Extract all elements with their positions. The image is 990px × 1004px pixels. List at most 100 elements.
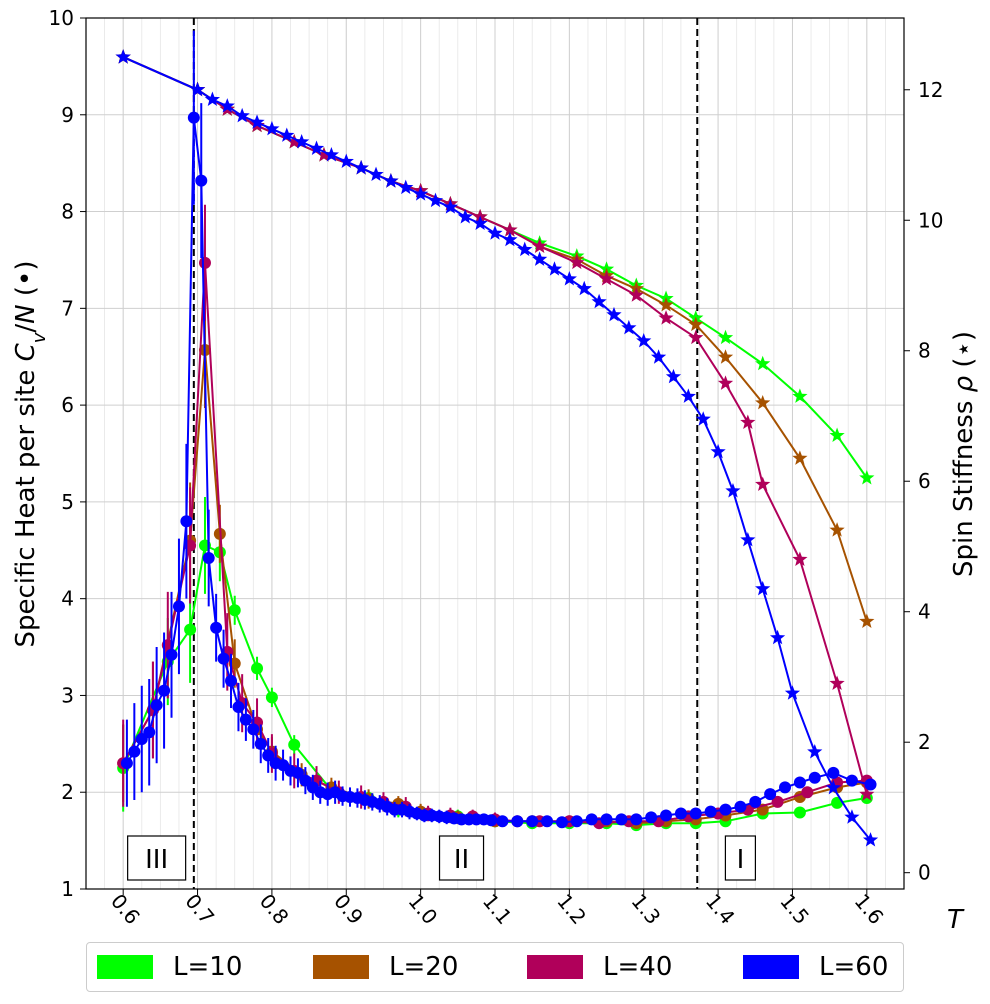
cv-point — [793, 776, 806, 789]
cv-point — [570, 815, 583, 828]
y-right-tick-label: 6 — [918, 469, 931, 493]
cv-point — [228, 604, 241, 617]
rho-point — [338, 153, 354, 169]
y-tick-label: 9 — [61, 103, 74, 127]
cv-point — [187, 111, 200, 124]
rho-point — [294, 133, 310, 149]
rho-point — [755, 355, 771, 371]
rho-point — [487, 225, 503, 240]
x-tick-label: 1.1 — [478, 889, 517, 929]
rho-point — [650, 349, 667, 364]
rho-point — [353, 160, 369, 175]
cv-point — [120, 757, 133, 770]
rho-point — [442, 199, 458, 214]
rho-point — [665, 368, 682, 384]
cv-point — [555, 816, 568, 829]
rho-point — [829, 522, 845, 537]
cv-point — [239, 713, 252, 726]
y-tick-label: 5 — [61, 490, 74, 514]
rho-point — [695, 411, 711, 426]
rho-point — [740, 531, 756, 547]
cv-point — [808, 771, 821, 784]
rho-point — [628, 287, 644, 302]
y-tick-label: 7 — [61, 296, 74, 320]
grid-lines — [85, 17, 905, 890]
region-box — [438, 835, 485, 881]
rho-point — [862, 832, 879, 847]
rho-point — [472, 215, 488, 230]
cv-point — [217, 652, 230, 665]
cv-point — [496, 815, 509, 828]
rho-point — [717, 349, 734, 364]
rho-point — [532, 251, 548, 266]
rho-point — [383, 173, 399, 188]
legend-label: L=60 — [819, 952, 889, 982]
rho-point — [680, 388, 696, 403]
rho-point — [829, 675, 845, 690]
cv-point — [801, 786, 814, 799]
rho-point — [279, 127, 295, 142]
cv-point — [719, 803, 732, 816]
rho-point — [621, 319, 637, 335]
rho-point — [502, 231, 518, 247]
rho-point — [658, 297, 674, 312]
y-right-tick-label: 0 — [918, 861, 931, 885]
rho-point — [189, 81, 206, 97]
rho-point — [859, 786, 875, 801]
rho-point — [769, 629, 786, 645]
cv-point — [232, 701, 245, 714]
rho-point — [591, 293, 607, 309]
rho-point — [234, 107, 250, 123]
rho-point — [717, 329, 734, 345]
x-tick-label: 1.0 — [404, 889, 443, 929]
cv-point — [630, 813, 643, 826]
region-box — [127, 835, 187, 881]
legend: L=10 L=20 L=40 L=60 — [86, 942, 904, 992]
y-tick-label: 3 — [61, 683, 74, 707]
y-right-tick-label: 8 — [918, 339, 931, 363]
y-tick-label: 6 — [61, 393, 74, 417]
cv-point — [734, 800, 747, 813]
cv-point — [198, 256, 211, 269]
cv-point — [158, 684, 171, 697]
rho-point — [368, 166, 384, 182]
y-tick-label: 1 — [61, 877, 74, 901]
legend-swatch — [313, 955, 369, 979]
rho-point — [636, 332, 652, 348]
y-axis-label-right: Spin Stiffness ρ (⋆) — [949, 331, 979, 577]
y-tick-label: 4 — [61, 587, 74, 611]
rho-point — [457, 208, 473, 224]
rho-point — [308, 140, 325, 155]
cv-point — [541, 815, 554, 828]
cv-point — [288, 738, 301, 751]
y-axis-label: Specific Heat per site Cv/N (•) — [11, 261, 50, 648]
cv-point — [845, 774, 858, 787]
x-tick-label: 1.5 — [775, 889, 814, 929]
cv-point — [485, 814, 498, 827]
legend-item: L=60 — [743, 951, 888, 983]
rho-point — [859, 469, 875, 485]
rho-point — [807, 743, 823, 759]
cv-point — [771, 795, 784, 808]
rho-point — [427, 192, 444, 208]
legend-label: L=20 — [389, 952, 459, 982]
cv-point — [864, 778, 877, 791]
x-tick-label: 0.7 — [180, 889, 219, 929]
cv-point — [265, 691, 278, 704]
x-tick-label: 1.6 — [850, 889, 889, 929]
y-tick-label: 2 — [61, 780, 74, 804]
rho-point — [502, 222, 518, 237]
rho-point — [532, 238, 548, 253]
rho-point — [755, 476, 771, 491]
cv-point — [202, 552, 215, 565]
rho-line — [122, 56, 872, 841]
rho-point — [658, 310, 674, 325]
cv-point — [779, 781, 792, 794]
legend-item: L=40 — [527, 951, 672, 983]
rho-point — [561, 270, 577, 286]
rho-point — [204, 91, 221, 107]
legend-swatch — [527, 955, 583, 979]
rho-point — [688, 316, 704, 332]
rho-point — [740, 414, 756, 429]
rho-point — [688, 329, 704, 345]
